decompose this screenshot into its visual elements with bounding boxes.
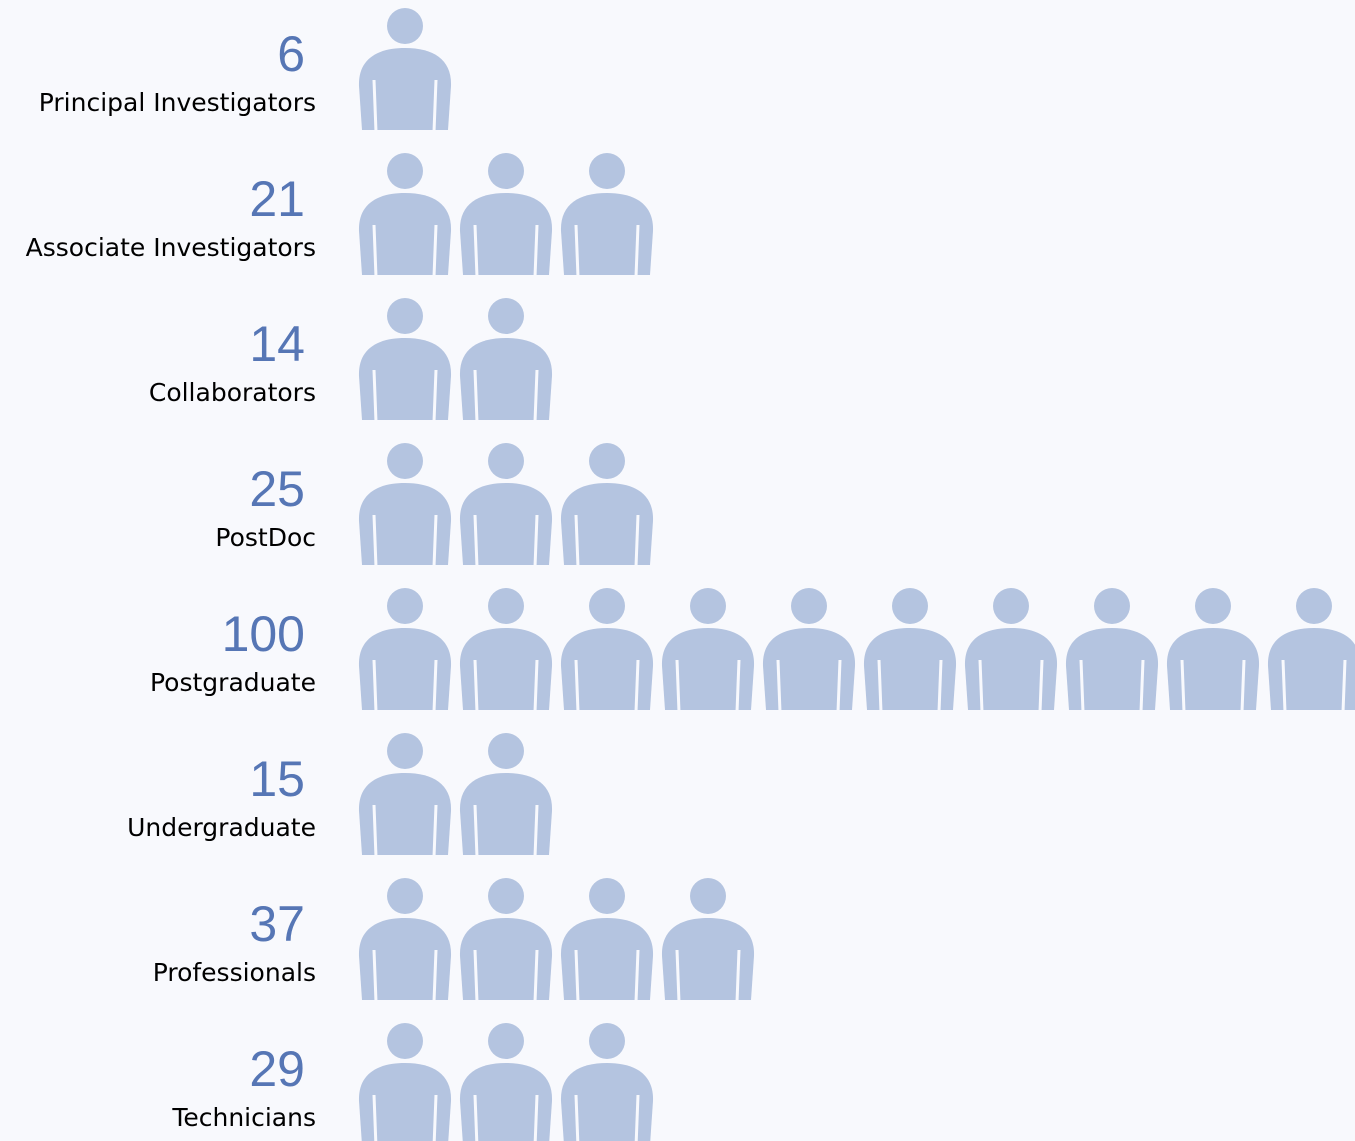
person-icon xyxy=(460,153,552,278)
person-icon xyxy=(460,298,552,423)
person-icon xyxy=(359,443,451,568)
person-icon xyxy=(561,878,653,1003)
category-label: Professionals xyxy=(153,958,316,987)
person-icon xyxy=(965,588,1057,713)
category-label: Undergraduate xyxy=(127,813,316,842)
value-label: 100 xyxy=(222,606,305,662)
person-icon xyxy=(561,443,653,568)
value-label: 21 xyxy=(249,171,305,227)
category-label: PostDoc xyxy=(215,523,316,552)
person-icon xyxy=(359,1023,451,1141)
person-icon xyxy=(662,588,754,713)
person-icon xyxy=(359,878,451,1003)
person-icon xyxy=(359,8,451,133)
person-icon xyxy=(359,588,451,713)
person-icon xyxy=(460,878,552,1003)
person-icon xyxy=(763,588,855,713)
category-label: Technicians xyxy=(171,1103,316,1132)
person-icon xyxy=(359,733,451,858)
person-icon xyxy=(460,733,552,858)
person-icon xyxy=(460,1023,552,1141)
value-label: 6 xyxy=(277,26,305,82)
value-label: 15 xyxy=(249,751,305,807)
category-label: Associate Investigators xyxy=(26,233,316,262)
person-icon xyxy=(1268,588,1355,713)
value-label: 29 xyxy=(249,1041,305,1097)
person-icon xyxy=(359,298,451,423)
person-icon xyxy=(561,153,653,278)
person-icon xyxy=(1167,588,1259,713)
category-label: Postgraduate xyxy=(150,668,316,697)
person-icon xyxy=(561,588,653,713)
person-icon xyxy=(662,878,754,1003)
category-label: Collaborators xyxy=(149,378,316,407)
value-label: 37 xyxy=(249,896,305,952)
value-label: 14 xyxy=(249,316,305,372)
category-label: Principal Investigators xyxy=(39,88,316,117)
person-icon xyxy=(359,153,451,278)
person-icon xyxy=(460,588,552,713)
person-icon xyxy=(864,588,956,713)
person-icon xyxy=(561,1023,653,1141)
person-icon xyxy=(1066,588,1158,713)
person-icon xyxy=(460,443,552,568)
value-label: 25 xyxy=(249,461,305,517)
